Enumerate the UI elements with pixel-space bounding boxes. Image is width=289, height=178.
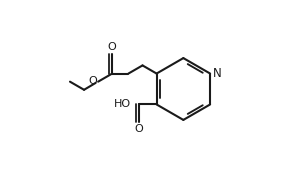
Text: O: O: [88, 76, 97, 86]
Text: O: O: [108, 42, 116, 52]
Text: O: O: [135, 124, 143, 134]
Text: HO: HO: [114, 99, 131, 109]
Text: N: N: [213, 67, 222, 80]
